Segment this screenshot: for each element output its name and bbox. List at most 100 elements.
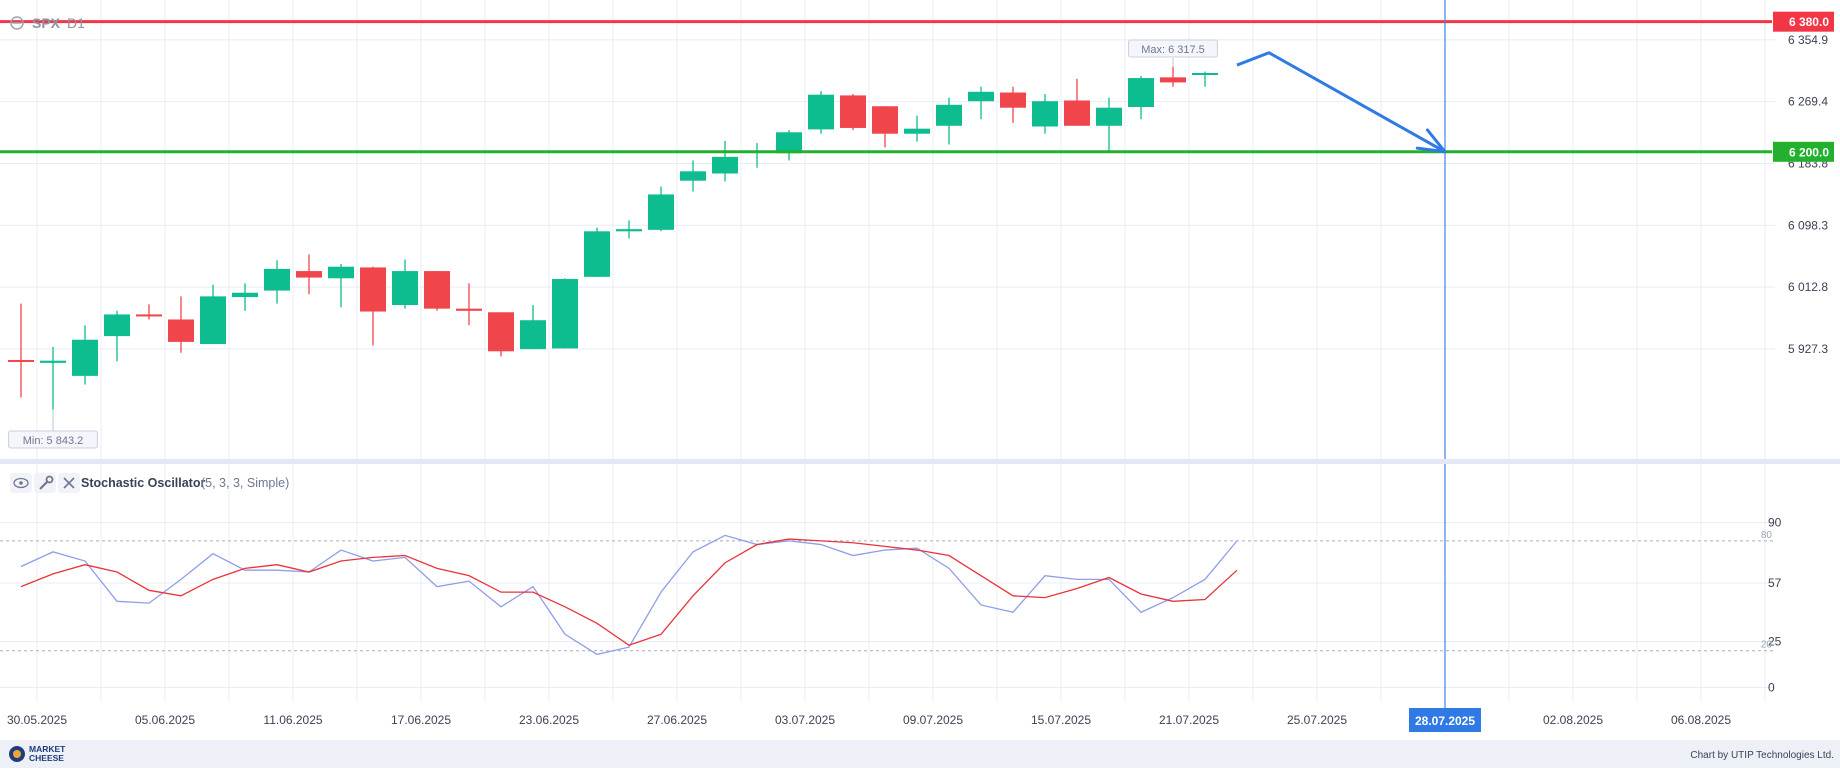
candle-body [1160,77,1186,83]
candle-body [840,95,866,128]
candle-body [8,359,34,362]
candle[interactable] [744,143,770,168]
candle-body [424,271,450,309]
candle[interactable] [264,260,290,304]
candle[interactable] [424,271,450,311]
candle-body [968,91,994,102]
price-level-badge-label: 6 200.0 [1789,145,1829,159]
date-tick-label: 30.05.2025 [7,713,67,727]
price-level-badge [1773,11,1834,32]
candle[interactable] [520,305,546,350]
candle[interactable] [296,254,322,295]
candle-body [328,266,354,279]
candle[interactable] [328,263,354,308]
candle-body [936,104,962,126]
candle[interactable] [840,93,866,131]
max-annotation-box [1128,39,1218,58]
candle-body [456,308,482,311]
date-tick-label: 11.06.2025 [263,713,322,727]
stoch-d-line [20,538,1238,646]
candle[interactable] [872,106,898,148]
candle[interactable] [776,130,802,161]
candle-body [520,320,546,350]
price-level-badge [1773,141,1834,162]
max-annotation-text: Max: 6 317.5 [1141,44,1205,56]
indicator-params: (5, 3, 3, Simple) [201,476,289,490]
candle[interactable] [680,160,706,192]
forecast-arrow[interactable] [1236,51,1446,154]
candle-body [1064,100,1090,126]
price-tick-label: 6 269.4 [1788,95,1828,109]
candle-body [40,360,66,363]
candle[interactable] [968,86,994,120]
candle[interactable] [904,115,930,142]
pane-separator[interactable] [0,459,1840,464]
date-tick-label: 03.07.2025 [775,713,835,727]
candle[interactable] [456,283,482,326]
max-annotation: Max: 6 317.5 [1128,39,1218,67]
candle[interactable] [168,296,194,353]
wrench-icon[interactable] [34,473,56,493]
date-tick-label: 05.06.2025 [135,713,195,727]
candle-body [1032,101,1058,127]
candle[interactable] [104,310,130,362]
stoch-level-label: 80 [1761,530,1773,541]
date-tick-label: 23.06.2025 [519,713,579,727]
candle[interactable] [808,91,834,134]
market-cheese-logo[interactable]: MARKET CHEESE [9,744,66,763]
candle[interactable] [72,325,98,385]
date-tick-label: 15.07.2025 [1031,713,1091,727]
candle[interactable] [392,259,418,309]
candle[interactable] [1032,93,1058,134]
forecast-arrow-head [1425,128,1447,154]
candle-body [808,94,834,130]
candle[interactable] [8,303,34,398]
min-annotation: Min: 5 843.2 [8,409,98,449]
candle[interactable] [584,227,610,277]
eye-icon[interactable] [10,473,32,493]
date-tick-label: 27.06.2025 [647,713,707,727]
candle[interactable] [1064,78,1090,126]
candle-body [776,132,802,154]
candle-body [1096,107,1122,126]
candle[interactable] [552,278,578,349]
candle[interactable] [1160,66,1186,87]
candle-body [616,229,642,232]
date-cursor-badge[interactable] [1409,708,1481,732]
grid-layer: 6 354.96 269.46 183.86 098.36 012.85 927… [0,0,1828,727]
timeframe-label[interactable]: D1 [67,15,85,31]
candle[interactable] [40,346,66,410]
price-tick-label: 6 012.8 [1788,280,1828,294]
candle-body [1128,78,1154,107]
candle[interactable] [488,312,514,357]
candle[interactable] [232,283,258,311]
candle[interactable] [936,97,962,145]
symbol-label[interactable]: SPX [32,15,61,31]
candle[interactable] [712,140,738,182]
candle[interactable] [1000,86,1026,123]
candle-body [296,271,322,278]
indicator-name: Stochastic Oscillator [81,476,205,490]
candle[interactable] [1192,71,1218,87]
candle[interactable] [616,220,642,239]
candle-body [680,171,706,181]
close-icon[interactable] [58,473,80,493]
date-tick-label: 25.07.2025 [1287,713,1347,727]
candle[interactable] [648,186,674,232]
symbol-icon[interactable] [10,16,24,30]
candle[interactable] [360,266,386,346]
candle[interactable] [1096,97,1122,152]
stochastic-layer: 80 20 [0,530,1775,656]
candle-body [168,319,194,342]
candle-body [552,279,578,349]
candle[interactable] [1128,75,1154,120]
stoch-k-line [20,534,1238,656]
candle-body [648,194,674,230]
candle-body [1000,92,1026,108]
price-tick-label: 5 927.3 [1788,342,1828,356]
candle[interactable] [136,304,162,320]
candle-body [1192,73,1218,76]
candle[interactable] [200,284,226,345]
